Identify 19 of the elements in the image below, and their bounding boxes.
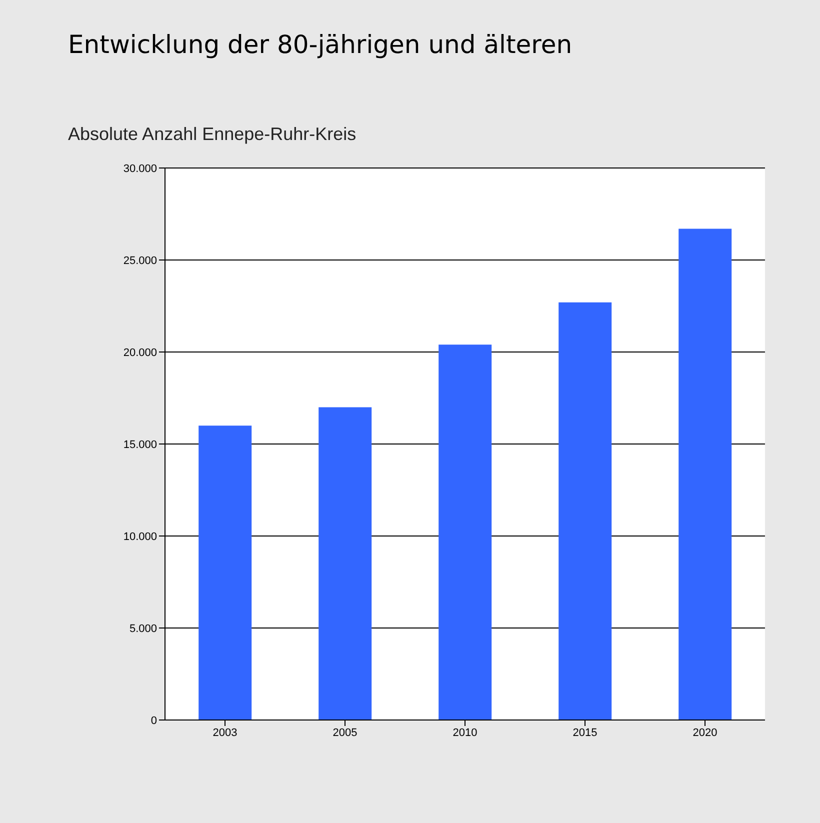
y-tick-label: 10.000 — [123, 530, 157, 543]
x-tick-label: 2020 — [692, 726, 718, 739]
bar — [678, 228, 732, 720]
y-tick-label: 5.000 — [129, 622, 157, 635]
x-tick-label: 2015 — [572, 726, 598, 739]
x-tick-label: 2005 — [332, 726, 358, 739]
y-tick-label: 15.000 — [123, 438, 157, 451]
x-tick-label: 2010 — [452, 726, 478, 739]
y-tick-label: 20.000 — [123, 346, 157, 359]
chart-title: Entwicklung der 80-jährigen und älteren — [68, 30, 572, 59]
bar — [198, 426, 252, 720]
bar — [438, 344, 492, 720]
x-tick-label: 2003 — [212, 726, 238, 739]
bar — [318, 407, 372, 720]
y-tick-label: 0 — [150, 714, 157, 727]
y-tick-label: 25.000 — [123, 254, 157, 267]
chart-subtitle: Absolute Anzahl Ennepe-Ruhr-Kreis — [68, 124, 356, 145]
bar — [558, 302, 612, 720]
y-tick-label: 30.000 — [123, 162, 157, 175]
